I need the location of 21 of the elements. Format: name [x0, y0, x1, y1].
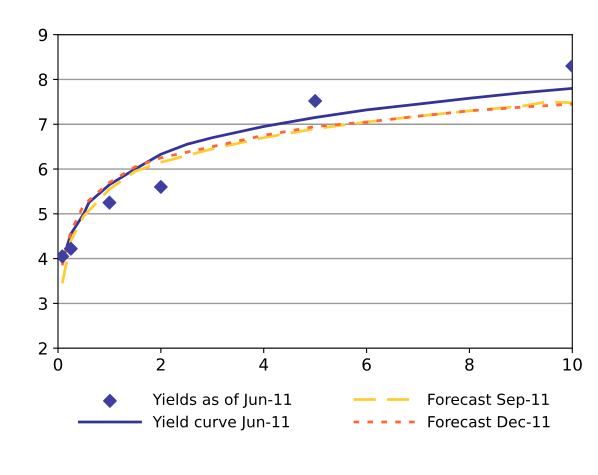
x-tick-label: 0	[54, 358, 62, 371]
point	[154, 180, 168, 194]
y-tick-label: 4	[38, 252, 48, 265]
point	[64, 242, 78, 256]
y-tick-label: 6	[38, 162, 48, 176]
y-tick-label: 8	[38, 73, 48, 86]
x-tick-label: 6	[362, 358, 371, 371]
x-tick-label: 4	[259, 358, 268, 371]
legend-label: Yield curve Jun-11	[152, 416, 290, 430]
y-tick-label: 2	[38, 342, 47, 355]
legend-label: Yields as of Jun-11	[152, 393, 292, 408]
y-tick-label: 7	[39, 118, 47, 131]
x-tick-label: 8	[465, 358, 474, 371]
x-tick-label: 10	[564, 358, 582, 371]
legend-label: Forecast Sep-11	[428, 394, 549, 408]
point	[102, 196, 116, 210]
legend-label: Forecast Dec-11	[428, 416, 550, 428]
x-tick-label: 2	[156, 358, 164, 371]
y-tick-label: 3	[38, 297, 47, 310]
y-tick-label: 9	[38, 28, 48, 42]
y-tick-label: 5	[38, 208, 47, 220]
